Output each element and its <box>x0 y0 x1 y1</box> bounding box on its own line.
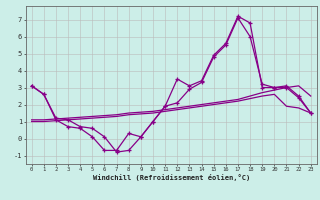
X-axis label: Windchill (Refroidissement éolien,°C): Windchill (Refroidissement éolien,°C) <box>92 174 250 181</box>
